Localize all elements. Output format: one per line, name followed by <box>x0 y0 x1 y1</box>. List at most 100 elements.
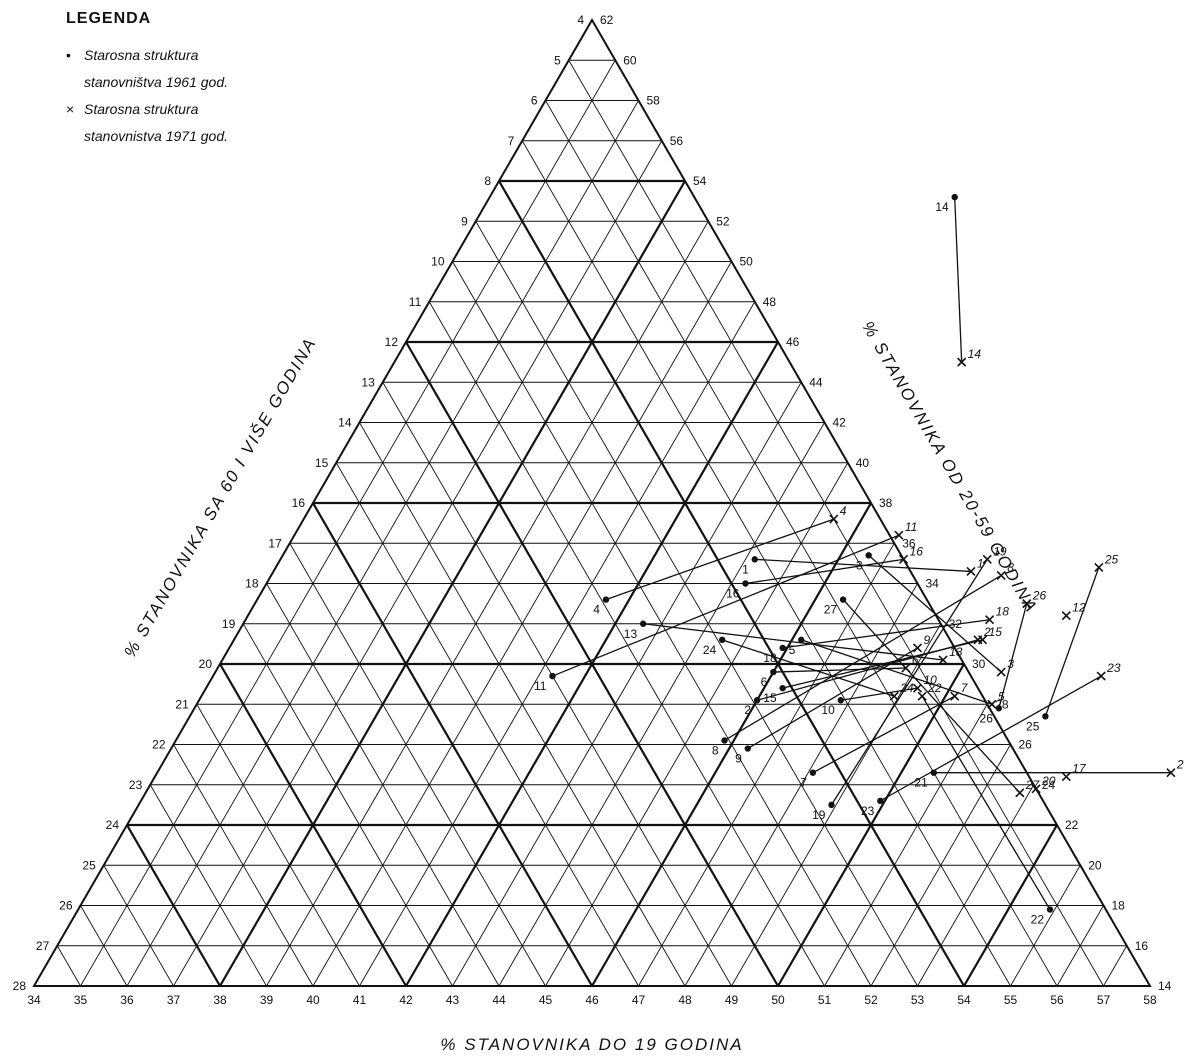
grid-line-middle <box>219 663 407 987</box>
point-label-1961-13: 13 <box>624 627 638 641</box>
left-axis-label: % STANOVNIKA SA 60 I VIŠE GODINA <box>120 334 320 661</box>
tick-label-left: 18 <box>245 577 259 591</box>
change-arrow-14 <box>954 197 963 363</box>
point-1971-24 <box>889 691 899 701</box>
point-1971-23 <box>1096 671 1106 681</box>
grid-line-young <box>731 623 942 987</box>
legend-item-1971-line-1: Starosna struktura <box>84 101 199 117</box>
point-label-1961-3: 3 <box>856 558 863 572</box>
tick-label-right: 42 <box>833 416 847 430</box>
point-1961-26 <box>995 705 1003 712</box>
point-1971-16 <box>898 554 909 564</box>
point-label-1961-1: 1 <box>742 562 749 576</box>
point-label-1971-4: 4 <box>840 504 847 518</box>
point-1961-21 <box>930 769 937 776</box>
tick-label-bottom: 43 <box>446 993 460 1007</box>
point-1961-27 <box>839 596 847 603</box>
change-arrow-26 <box>998 603 1028 709</box>
grid-line-young <box>917 784 1035 987</box>
point-label-1971-21: 21 <box>1176 758 1184 772</box>
grid-line-young <box>452 382 802 987</box>
grid-line-middle <box>382 382 732 987</box>
tick-label-bottom: 53 <box>911 993 925 1007</box>
tick-label-right: 54 <box>693 174 707 188</box>
point-label-1961-24: 24 <box>703 643 717 657</box>
grid-line-young <box>359 301 756 987</box>
point-1961-7 <box>809 769 817 776</box>
tick-label-bottom: 56 <box>1050 993 1064 1007</box>
point-1971-12 <box>1061 611 1071 621</box>
point-label-1971-14: 14 <box>968 347 982 361</box>
point-1971-17 <box>1061 772 1071 782</box>
change-arrow-6 <box>773 667 906 673</box>
point-label-1961-8: 8 <box>712 743 719 757</box>
tick-label-left: 10 <box>431 255 445 269</box>
change-arrow-4 <box>605 518 835 601</box>
legend-item-1961-line-1: Starosna struktura <box>84 47 199 63</box>
tick-label-bottom: 54 <box>957 993 971 1007</box>
point-1961-6 <box>770 668 777 676</box>
point-1961-24 <box>719 636 726 644</box>
grid-line-young <box>266 221 709 987</box>
grid-line-middle <box>173 744 314 987</box>
point-1971-10 <box>912 683 923 693</box>
point-1971-3 <box>996 667 1006 677</box>
data-points: 1234567891011131415161819212223242526271… <box>534 193 1184 927</box>
tick-label-right: 16 <box>1135 939 1149 953</box>
point-1961-13 <box>639 620 647 627</box>
point-label-1971-7: 7 <box>961 681 969 695</box>
point-1971-26 <box>1022 599 1032 609</box>
tick-label-left: 25 <box>82 858 96 872</box>
grid-line-middle <box>103 865 174 987</box>
grid-line-middle <box>545 100 1058 987</box>
legend: LEGENDA • Starosna struktura stanovništv… <box>66 10 326 150</box>
point-1961-14 <box>951 193 958 201</box>
tick-label-right: 34 <box>926 577 940 591</box>
point-label-1971-9: 9 <box>924 633 931 647</box>
point-1961-8 <box>721 737 728 744</box>
tick-label-bottom: 36 <box>120 993 134 1007</box>
change-arrow-23 <box>879 675 1102 802</box>
point-1971-20 <box>1031 784 1041 794</box>
tick-label-bottom: 34 <box>27 993 41 1007</box>
point-label-1971-23: 23 <box>1106 661 1121 675</box>
tick-label-right: 40 <box>856 456 870 470</box>
point-label-1971-27: 27 <box>1025 778 1041 792</box>
tick-label-bottom: 48 <box>678 993 692 1007</box>
point-1961-9 <box>744 745 751 752</box>
tick-label-right: 24 <box>1042 778 1056 792</box>
tick-label-right: 48 <box>763 295 777 309</box>
legend-item-1961-line-2: stanovništva 1961 god. <box>84 74 228 90</box>
tick-label-left: 7 <box>508 134 515 148</box>
grid-line-middle <box>56 945 81 987</box>
grid-line-young <box>638 543 895 987</box>
tick-label-right: 62 <box>600 13 614 27</box>
tick-label-right: 20 <box>1088 858 1102 872</box>
point-label-1971-16: 16 <box>910 544 924 558</box>
grid-line-middle <box>428 301 825 987</box>
point-1961-19 <box>828 801 835 809</box>
tick-label-right: 46 <box>786 335 800 349</box>
grid-lines <box>32 18 1152 987</box>
point-label-1961-11: 11 <box>534 679 547 693</box>
tick-label-bottom: 37 <box>167 993 181 1007</box>
point-label-1971-11: 11 <box>905 520 917 534</box>
point-1961-2 <box>753 697 761 704</box>
change-arrow-5 <box>801 639 993 705</box>
grid-line-middle <box>498 180 965 987</box>
grid-line-middle <box>126 824 221 987</box>
tick-label-left: 9 <box>461 214 468 228</box>
point-label-1961-4: 4 <box>593 603 600 617</box>
tick-label-bottom: 49 <box>725 993 739 1007</box>
tick-label-right: 18 <box>1112 899 1126 913</box>
point-1971-7 <box>950 691 960 701</box>
tick-label-left: 27 <box>36 939 50 953</box>
tick-label-right: 58 <box>647 94 661 108</box>
point-label-1961-5: 5 <box>789 643 796 657</box>
point-label-1971-25: 25 <box>1104 552 1119 566</box>
point-label-1971-12: 12 <box>1072 601 1086 615</box>
tick-label-bottom: 52 <box>864 993 878 1007</box>
grid-line-middle <box>452 261 872 987</box>
change-arrow-22 <box>921 695 1051 910</box>
